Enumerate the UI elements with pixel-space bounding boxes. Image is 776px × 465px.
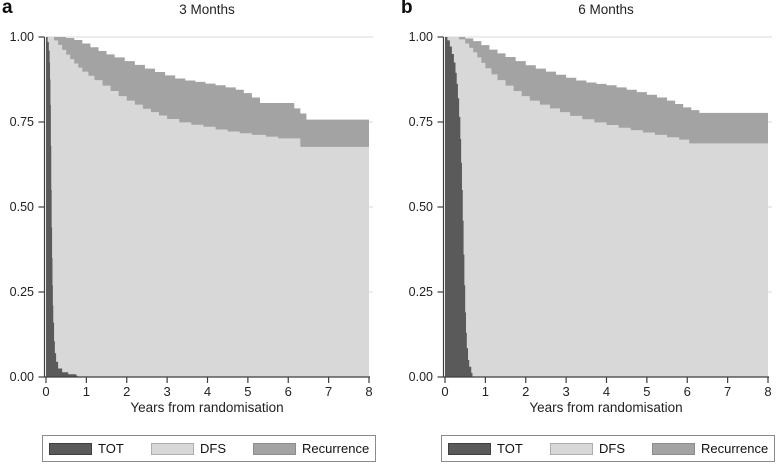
legend: TOT DFS Recurrence: [441, 435, 775, 462]
legend-swatch-dfs: [550, 442, 593, 455]
area-tot: [46, 37, 78, 377]
area-dfs: [445, 37, 768, 377]
y-tick-label: 0.75: [9, 115, 34, 129]
x-tick-label: 6: [683, 384, 691, 399]
legend-item: Recurrence: [253, 441, 369, 456]
stacked-area-chart: [437, 36, 772, 383]
panel-b: b 6 Months 0.00 0.25 0.50 0.75 1.00 0 1 2 3 4 5 6 7…: [399, 0, 776, 465]
legend-item: DFS: [151, 441, 253, 456]
x-axis-label: Years from randomisation: [130, 400, 284, 415]
x-tick-label: 3: [562, 384, 570, 399]
legend-item: TOT: [49, 441, 151, 456]
y-tick-label: 0.00: [408, 370, 433, 384]
stacked-area-chart: [38, 36, 373, 383]
x-axis-label: Years from randomisation: [529, 400, 683, 415]
x-tick-label: 5: [643, 384, 651, 399]
legend-swatch-tot: [49, 442, 92, 455]
x-tick-label: 4: [203, 384, 212, 399]
legend-swatch-recurrence: [253, 442, 296, 455]
y-tick-label: 0.50: [408, 200, 433, 214]
legend-item: TOT: [448, 441, 550, 456]
panel-a: a 3 Months 0.00 0.25 0.50 0.75 1.00 0 1 2 3 4 5 6 7…: [2, 0, 376, 462]
x-tick-label: 2: [123, 384, 131, 399]
area-dfs: [46, 37, 369, 377]
legend-label: Recurrence: [302, 441, 370, 456]
legend-label: TOT: [497, 441, 523, 456]
panel-title: 3 Months: [179, 2, 235, 17]
y-tick-label: 0.25: [9, 285, 34, 299]
x-tick-label: 1: [82, 384, 90, 399]
x-tick-label: 6: [284, 384, 292, 399]
panel-letter: b: [401, 0, 413, 18]
legend-swatch-tot: [448, 442, 491, 455]
y-tick-label: 0.50: [9, 200, 34, 214]
x-tick-label: 5: [244, 384, 252, 399]
x-tick-label: 8: [764, 384, 772, 399]
x-tick-label: 4: [602, 384, 611, 399]
legend-item: DFS: [550, 441, 652, 456]
x-tick-label: 8: [365, 384, 373, 399]
x-tick-label: 0: [441, 384, 449, 399]
x-tick-label: 2: [522, 384, 530, 399]
legend-label: DFS: [599, 441, 625, 456]
legend-label: TOT: [98, 441, 124, 456]
y-tick-label: 0.00: [9, 370, 34, 384]
area-tot: [445, 37, 473, 377]
legend-swatch-dfs: [151, 442, 194, 455]
panel-title: 6 Months: [578, 2, 634, 17]
legend-swatch-recurrence: [652, 442, 695, 455]
y-tick-label: 0.75: [408, 115, 433, 129]
panel-letter: a: [2, 0, 13, 18]
x-tick-label: 7: [325, 384, 333, 399]
legend-item: Recurrence: [652, 441, 768, 456]
x-tick-label: 1: [481, 384, 489, 399]
x-tick-label: 3: [163, 384, 171, 399]
y-tick-label: 1.00: [9, 30, 34, 44]
legend-label: Recurrence: [701, 441, 769, 456]
y-tick-label: 0.25: [408, 285, 433, 299]
y-tick-label: 1.00: [408, 30, 433, 44]
legend: TOT DFS Recurrence: [42, 435, 376, 462]
x-tick-label: 7: [724, 384, 732, 399]
x-tick-label: 0: [42, 384, 50, 399]
legend-label: DFS: [200, 441, 226, 456]
